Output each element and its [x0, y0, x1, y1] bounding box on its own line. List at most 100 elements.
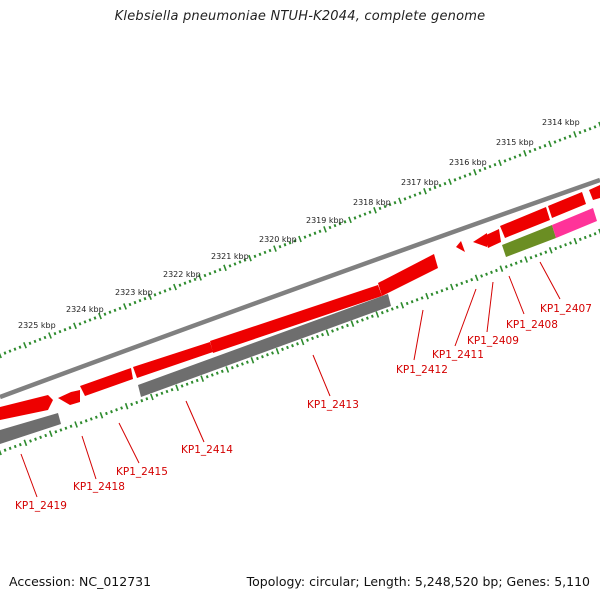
inner-scale-minor-tick: [465, 279, 469, 284]
cds-kp1-2419-arrow: [0, 395, 53, 420]
inner-scale-minor-tick: [230, 366, 234, 370]
outer-scale-major-tick: [473, 169, 477, 176]
inner-scale-major-tick: [74, 421, 78, 428]
outer-scale-minor-tick: [338, 222, 342, 226]
inner-scale-minor-tick: [529, 256, 533, 260]
outer-scale-minor-tick: [113, 308, 117, 312]
outer-scale-minor-tick: [43, 335, 47, 340]
outer-scale-major-tick: [373, 207, 377, 214]
outer-scale-major-tick: [523, 150, 527, 157]
outer-scale-minor-tick: [433, 185, 437, 190]
inner-scale-minor-tick: [519, 259, 523, 263]
tick-label-2317: 2317 kbp: [401, 178, 439, 187]
inner-scale-minor-tick: [390, 307, 394, 311]
gene-label-kp1-2408: KP1_2408: [506, 319, 558, 331]
outer-scale-major-tick: [98, 312, 102, 320]
leader-kp1-2408: [508, 275, 525, 315]
inner-scale-minor-tick: [534, 254, 538, 258]
outer-scale-major-tick: [23, 341, 27, 349]
outer-scale-minor-tick: [308, 233, 312, 237]
map-title: Klebsiella pneumoniae NTUH-K2044, comple…: [114, 9, 486, 24]
inner-scale-minor-tick: [430, 292, 434, 296]
outer-scale-major-tick: [148, 293, 152, 301]
outer-scale-major-tick: [248, 254, 252, 262]
outer-scale-minor-tick: [243, 258, 247, 262]
outer-scale-minor-tick: [313, 231, 317, 235]
gene-label-kp1-2409: KP1_2409: [467, 335, 519, 347]
outer-scale-minor-tick: [93, 316, 97, 320]
outer-scale-minor-tick: [278, 245, 282, 249]
inner-scale-minor-tick: [380, 311, 384, 315]
outer-scale-minor-tick: [118, 306, 122, 311]
inner-scale-minor-tick: [205, 375, 209, 379]
outer-scale-minor-tick: [453, 178, 457, 182]
tick-label-2319: 2319 kbp: [306, 216, 344, 225]
inner-scale-minor-tick: [170, 388, 174, 392]
accession-text: Accession: NC_012731: [9, 574, 152, 589]
gene-labels: KP1_2407 KP1_2408 KP1_2409 KP1_2411 KP1_…: [15, 303, 592, 512]
inner-scale-minor-tick: [39, 435, 43, 439]
outer-scale-minor-tick: [28, 341, 32, 345]
inner-scale-minor-tick: [130, 402, 134, 406]
leader-kp1-2411: [454, 288, 477, 347]
leader-kp1-2418: [81, 435, 97, 480]
inner-scale-minor-tick: [509, 263, 513, 267]
inner-scale-minor-tick: [115, 408, 118, 412]
leader-kp1-2413: [312, 354, 331, 397]
gene-label-kp1-2407: KP1_2407: [540, 303, 592, 315]
inner-scale-minor-tick: [34, 437, 37, 441]
cds-kp1-2418-arrow: [80, 368, 133, 396]
leader-kp1-2412: [413, 309, 424, 361]
cds-pink: [552, 208, 597, 238]
inner-scale-major-tick: [175, 384, 179, 392]
outer-scale-minor-tick: [138, 298, 142, 303]
inner-scale-minor-tick: [291, 344, 294, 348]
inner-scale-minor-tick: [405, 301, 409, 306]
inner-scale-major-tick: [425, 292, 429, 300]
inner-scale-minor-tick: [385, 309, 389, 313]
outer-scale-minor-tick: [358, 214, 362, 218]
genome-summary-text: Topology: circular; Length: 5,248,520 bp…: [246, 574, 590, 589]
cds-grey-mid: [138, 294, 391, 397]
outer-scale-minor-tick: [263, 250, 267, 255]
outer-scale-major-tick: [398, 197, 402, 205]
inner-scale-minor-tick: [110, 410, 113, 414]
inner-scale-major-tick: [598, 228, 600, 235]
outer-scale-minor-tick: [33, 339, 37, 344]
outer-scale-minor-tick: [328, 225, 332, 230]
outer-scale-minor-tick: [533, 147, 537, 152]
cds-kp1-2411-arrow: [473, 233, 487, 247]
outer-scale-minor-tick: [363, 212, 367, 216]
outer-scale-minor-tick: [108, 310, 112, 314]
cds-kp1-2407-arrow: [548, 192, 586, 218]
inner-scale-minor-tick: [120, 406, 124, 410]
outer-scale-minor-tick: [528, 149, 532, 154]
outer-scale-major-tick: [223, 264, 227, 272]
inner-scale-minor-tick: [286, 345, 289, 350]
outer-scale-minor-tick: [183, 281, 187, 285]
inner-scale-minor-tick: [544, 250, 548, 254]
outer-scale-major-tick: [348, 216, 352, 224]
outer-scale-minor-tick: [18, 345, 22, 349]
outer-scale-minor-tick: [463, 174, 467, 178]
inner-scale-major-tick: [150, 393, 154, 401]
inner-scale-minor-tick: [554, 246, 558, 251]
inner-scale-major-tick: [350, 320, 355, 327]
outer-scale-major-tick: [173, 283, 177, 291]
outer-scale-minor-tick: [178, 283, 182, 287]
inner-scale-minor-tick: [485, 272, 488, 276]
inner-scale-minor-tick: [415, 298, 419, 302]
gene-label-kp1-2413: KP1_2413: [307, 399, 359, 411]
outer-scale-minor-tick: [393, 201, 397, 205]
inner-scale-minor-tick: [583, 235, 587, 240]
leader-kp1-2407: [539, 261, 561, 300]
outer-scale-minor-tick: [288, 241, 292, 245]
outer-scale-minor-tick: [218, 268, 222, 272]
inner-scale-minor-tick: [215, 371, 219, 375]
outer-scale-minor-tick: [203, 273, 207, 278]
outer-scale-minor-tick: [353, 216, 357, 220]
outer-scale-minor-tick: [188, 279, 192, 283]
inner-scale-major-tick: [548, 247, 553, 254]
inner-scale-major-tick: [450, 283, 454, 291]
outer-scale-minor-tick: [408, 195, 412, 199]
